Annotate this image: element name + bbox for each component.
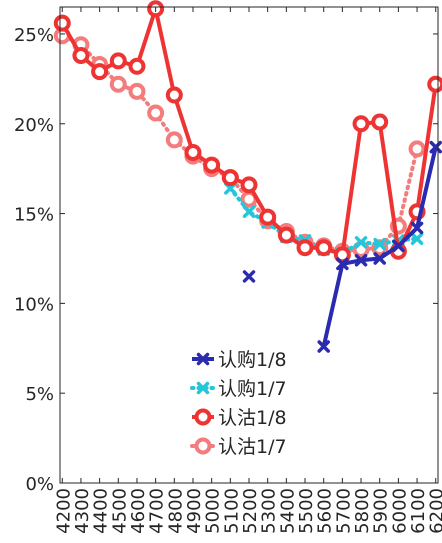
y-tick-label: 20% <box>14 115 54 136</box>
data-point <box>109 52 127 70</box>
data-point <box>128 82 146 100</box>
x-tick-label: 5200 <box>240 488 261 534</box>
data-point <box>315 239 333 257</box>
legend-label: 认沽1/7 <box>218 436 287 458</box>
data-point <box>259 208 277 226</box>
x-tick-label: 5900 <box>371 488 392 534</box>
data-point <box>333 246 351 264</box>
y-tick-label: 25% <box>14 25 54 46</box>
data-point <box>91 63 109 81</box>
x-tick-label: 6200 <box>427 488 442 534</box>
y-tick-label: 0% <box>25 474 54 495</box>
data-point <box>165 131 183 149</box>
x-tick-label: 4200 <box>53 488 74 534</box>
legend-label: 认沽1/8 <box>218 407 287 429</box>
x-tick-label: 5300 <box>259 488 280 534</box>
data-point <box>184 143 202 161</box>
data-point <box>147 104 165 122</box>
data-point <box>354 236 368 249</box>
x-tick-label: 6100 <box>408 488 429 534</box>
data-point <box>53 14 71 32</box>
y-tick-label: 10% <box>14 294 54 315</box>
data-point <box>336 257 349 271</box>
x-tick-label: 5700 <box>333 488 354 534</box>
data-point <box>72 46 90 64</box>
data-point <box>354 254 368 267</box>
data-point <box>373 237 386 251</box>
data-point <box>221 169 239 187</box>
x-tick-label: 4700 <box>147 488 168 534</box>
data-point <box>427 75 442 93</box>
y-tick-label: 5% <box>25 384 54 405</box>
x-axis: 4200430044004500460047004800490050005100… <box>53 7 442 534</box>
legend-marker <box>196 381 210 395</box>
data-point <box>109 75 127 93</box>
data-point <box>203 156 221 174</box>
legend: 认购1/8 认购1/7 认沽1/8 认沽1/7 <box>190 349 287 458</box>
data-point <box>373 252 386 265</box>
x-tick-label: 4500 <box>109 488 130 534</box>
data-point <box>371 113 389 131</box>
data-point <box>165 86 183 104</box>
x-tick-label: 5000 <box>203 488 224 534</box>
legend-label: 认购1/8 <box>218 349 287 371</box>
legend-label: 认购1/7 <box>218 378 287 400</box>
x-tick-label: 4800 <box>165 488 186 534</box>
x-tick-label: 4400 <box>91 488 112 534</box>
data-point <box>410 232 424 245</box>
data-point <box>352 115 370 133</box>
data-point <box>317 340 330 353</box>
data-point <box>242 205 256 219</box>
x-tick-label: 4900 <box>184 488 205 534</box>
data-point <box>128 57 146 75</box>
y-tick-label: 15% <box>14 205 54 226</box>
x-tick-label: 5100 <box>221 488 242 534</box>
series-layer <box>53 0 442 353</box>
data-point <box>277 226 295 244</box>
data-point <box>296 239 314 257</box>
x-tick-label: 6000 <box>389 488 410 534</box>
y-axis: 0% 5% 10% 15% 20% 25% <box>14 25 438 495</box>
x-tick-label: 5400 <box>277 488 298 534</box>
data-point <box>392 239 405 253</box>
legend-marker <box>196 352 210 366</box>
legend-marker <box>194 408 212 426</box>
x-tick-label: 4300 <box>72 488 93 534</box>
x-tick-label: 5600 <box>315 488 336 534</box>
data-point <box>408 140 426 158</box>
x-tick-label: 5500 <box>296 488 317 534</box>
data-point <box>242 270 256 283</box>
data-point <box>240 176 258 194</box>
x-tick-label: 4600 <box>128 488 149 534</box>
legend-marker <box>194 437 212 455</box>
data-point <box>429 140 442 154</box>
data-point <box>410 221 424 235</box>
x-tick-label: 5800 <box>352 488 373 534</box>
